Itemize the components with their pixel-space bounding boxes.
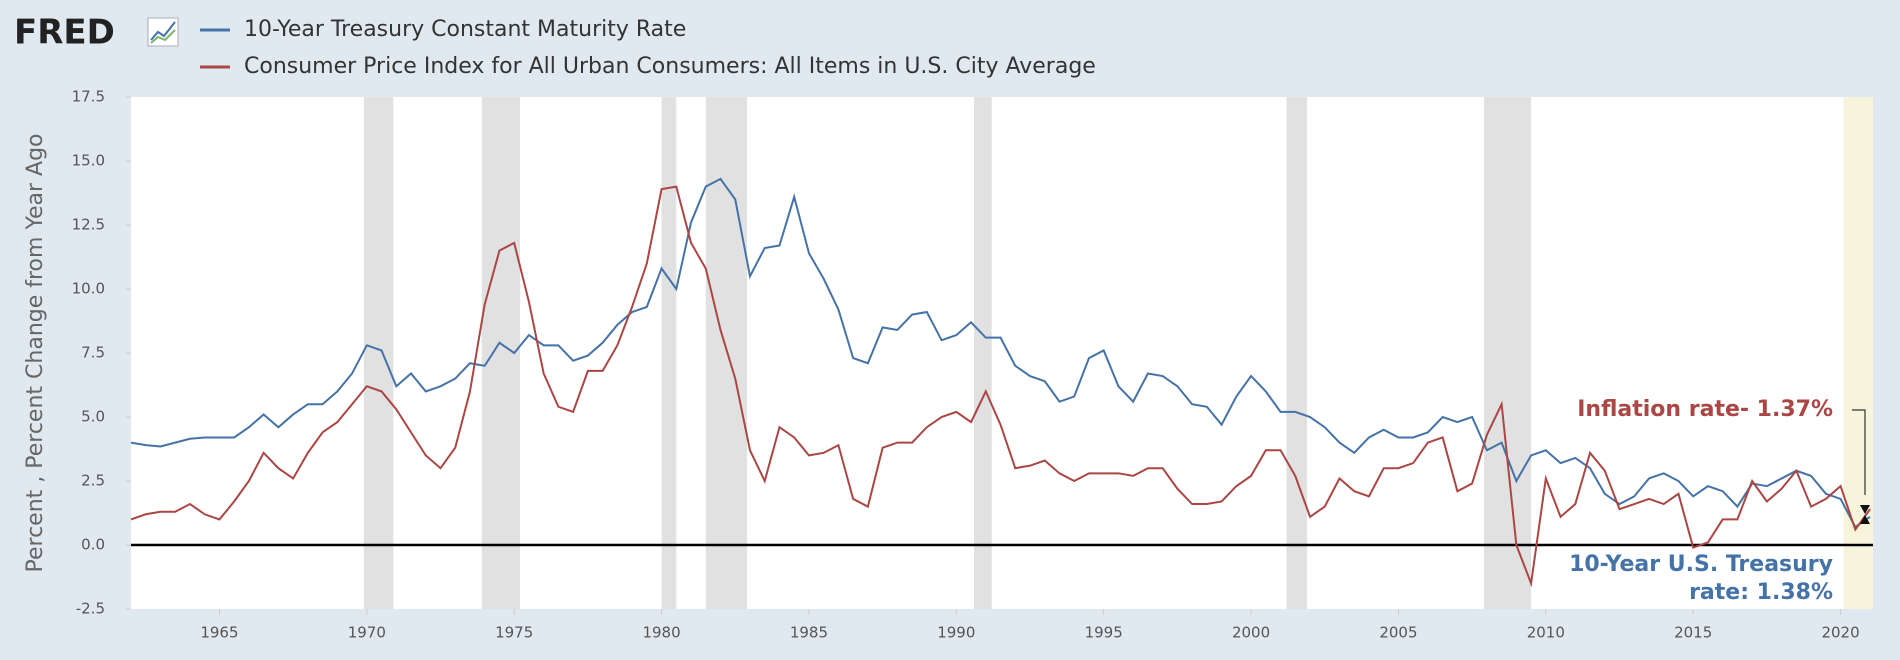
bracket-line [1852, 409, 1866, 495]
y-tick-label: -2.5 [76, 600, 105, 618]
x-tick-label: 1980 [642, 624, 680, 642]
recession-band [1483, 97, 1532, 609]
x-tick-label: 2000 [1232, 624, 1270, 642]
logo: FRED [14, 13, 115, 53]
x-tick-label: 1965 [200, 624, 238, 642]
y-tick-label: 17.5 [72, 88, 105, 106]
recession-band [1286, 97, 1308, 609]
logo-icon [147, 17, 179, 47]
annotation-bracket [1852, 409, 1870, 524]
legend-label: 10-Year Treasury Constant Maturity Rate [244, 17, 686, 42]
y-tick-label: 12.5 [72, 216, 105, 234]
recession-band [661, 97, 677, 609]
x-tick-label: 2015 [1674, 624, 1712, 642]
recession-band [973, 97, 992, 609]
series-line [130, 177, 1871, 529]
plot-area [131, 97, 1873, 609]
recession-band [363, 97, 394, 609]
y-tick-label: 7.5 [81, 344, 105, 362]
x-tick-label: 2010 [1527, 624, 1565, 642]
y-tick-label: 10.0 [72, 280, 105, 298]
x-tick-label: 1975 [495, 624, 533, 642]
legend-label: Consumer Price Index for All Urban Consu… [244, 54, 1096, 79]
highlight-band [1843, 97, 1873, 609]
series-line [130, 185, 1871, 588]
x-tick-label: 2005 [1379, 624, 1417, 642]
x-tick-label: 1985 [790, 624, 828, 642]
y-tick-label: 5.0 [81, 408, 105, 426]
annotation: Inflation rate- 1.37% [1577, 397, 1833, 422]
recession-band [705, 97, 748, 609]
y-tick-label: 2.5 [81, 472, 105, 490]
annotation: 10-Year U.S. Treasury [1569, 552, 1833, 577]
bracket-arrow [1860, 505, 1870, 514]
y-axis-title: Percent , Percent Change from Year Ago [23, 134, 48, 573]
annotation: rate: 1.38% [1689, 580, 1833, 605]
x-tick-label: 1995 [1085, 624, 1123, 642]
y-tick-label: 0.0 [81, 536, 105, 554]
x-tick-label: 2020 [1821, 624, 1859, 642]
y-tick-label: 15.0 [72, 152, 105, 170]
x-tick-label: 1990 [937, 624, 975, 642]
bracket-arrow [1860, 515, 1870, 524]
x-tick-label: 1970 [348, 624, 386, 642]
